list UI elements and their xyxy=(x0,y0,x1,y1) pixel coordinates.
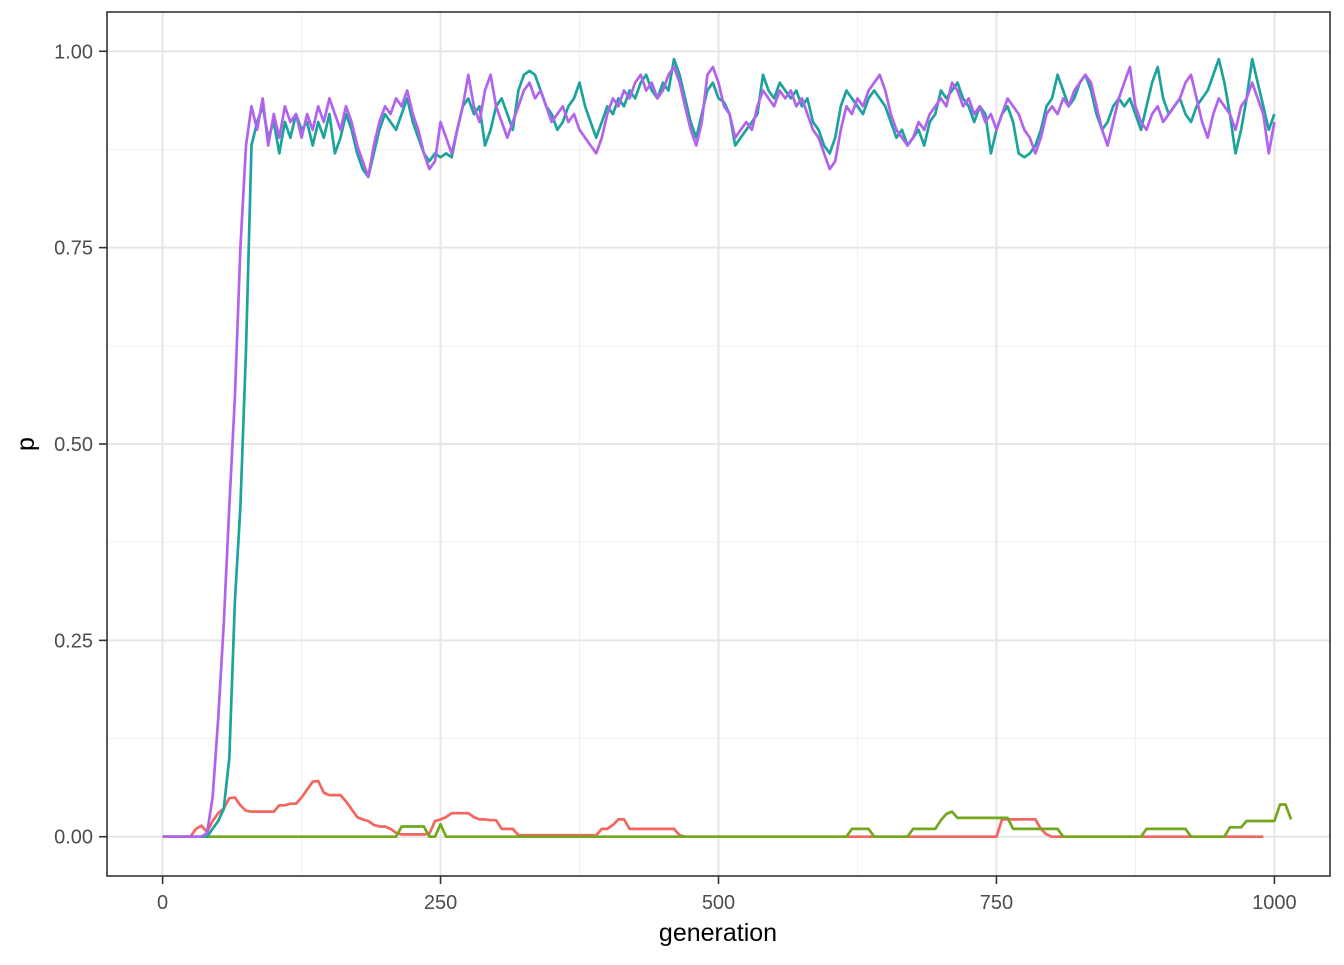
series-line-allele-red xyxy=(162,779,1264,839)
axis-tick-marks xyxy=(99,50,1276,884)
y-tick-label: 0.75 xyxy=(54,238,93,260)
y-tick-label: 0.00 xyxy=(54,827,93,849)
x-tick-label: 750 xyxy=(980,892,1013,914)
x-tick-label: 0 xyxy=(157,892,168,914)
y-tick-label: 1.00 xyxy=(54,41,93,63)
y-axis-title: p xyxy=(12,437,40,451)
series-line-allele-purple xyxy=(162,65,1276,839)
series-line-allele-green xyxy=(162,803,1293,839)
data-series-lines xyxy=(162,57,1293,839)
y-tick-label: 0.50 xyxy=(54,434,93,456)
x-axis-title: generation xyxy=(659,919,777,947)
axis-tick-labels: 0 250 500 750 1000 0.00 0.25 0.50 0.75 1.00 xyxy=(54,41,1297,914)
series-line-allele-teal xyxy=(162,57,1276,839)
grid-major-lines xyxy=(107,12,1330,876)
y-tick-label: 0.25 xyxy=(54,630,93,652)
x-tick-label: 1000 xyxy=(1252,892,1297,914)
x-tick-label: 500 xyxy=(702,892,735,914)
x-tick-label: 250 xyxy=(424,892,457,914)
